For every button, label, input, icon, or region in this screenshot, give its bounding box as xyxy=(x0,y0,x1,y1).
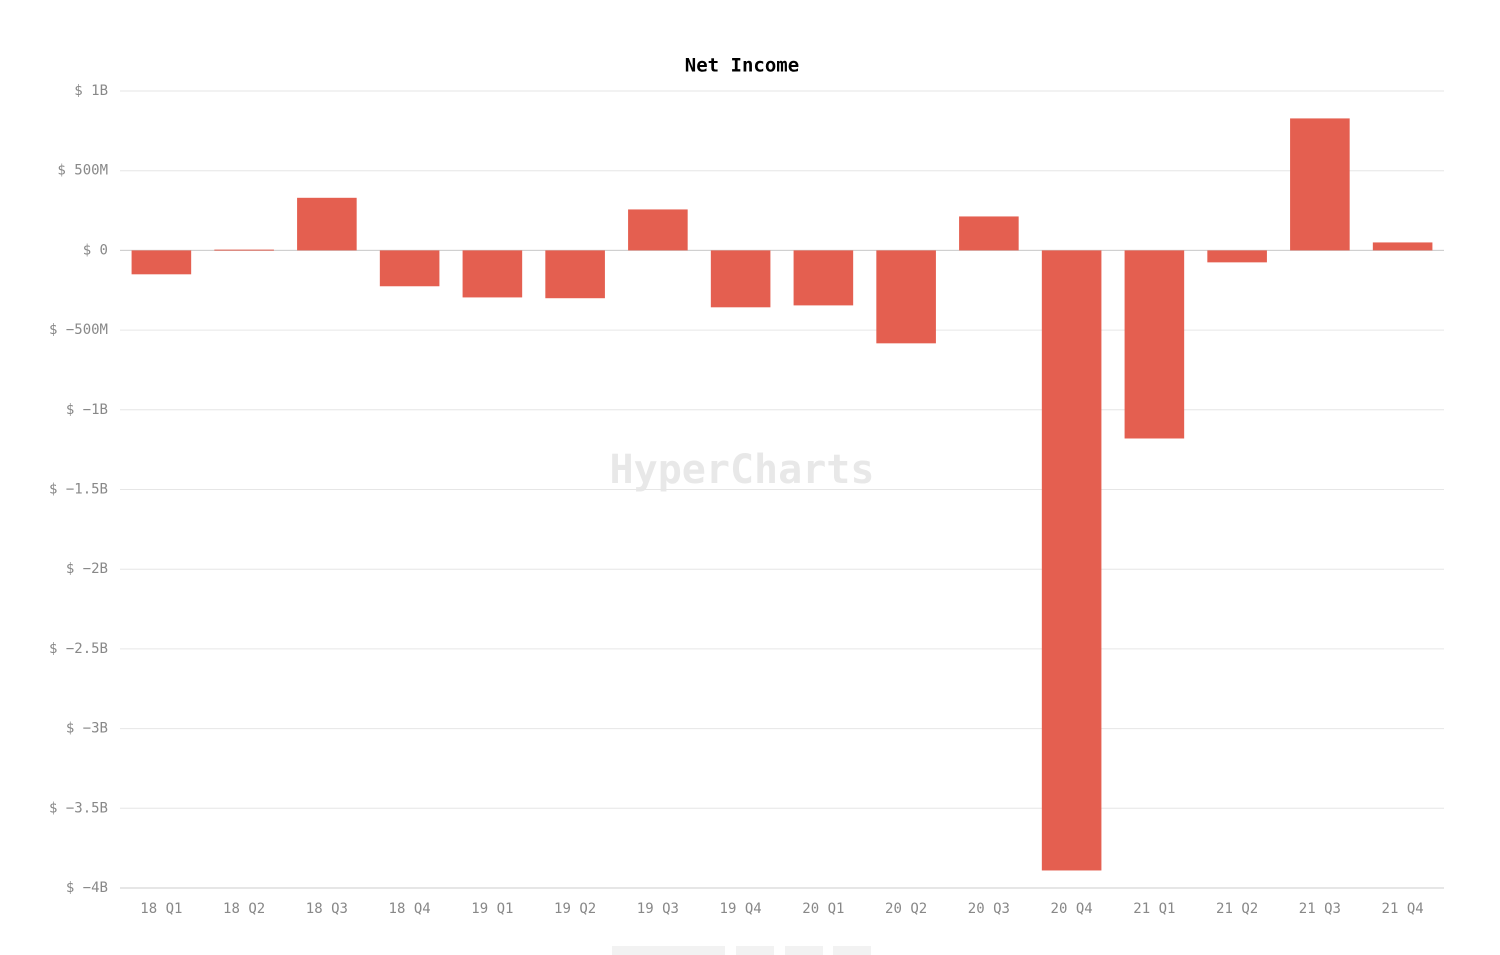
x-tick-label: 20 Q1 xyxy=(802,901,844,917)
bar xyxy=(297,197,357,251)
chart-title: Net Income xyxy=(685,55,799,77)
x-tick-label: 18 Q2 xyxy=(223,901,265,917)
bar xyxy=(710,250,771,308)
bar xyxy=(959,216,1019,251)
toolbar-button[interactable] xyxy=(833,946,871,955)
bar xyxy=(628,209,688,251)
y-tick-label: $ 0 xyxy=(83,242,108,258)
y-tick-label: $ −3B xyxy=(66,721,108,737)
x-tick-label: 20 Q3 xyxy=(968,901,1010,917)
x-tick-label: 18 Q1 xyxy=(140,901,182,917)
x-tick-label: 19 Q2 xyxy=(554,901,596,917)
y-tick-label: $ −500M xyxy=(49,322,108,338)
x-tick-label: 19 Q3 xyxy=(637,901,679,917)
x-tick-label: 20 Q4 xyxy=(1051,901,1093,917)
x-tick-label: 19 Q4 xyxy=(720,901,762,917)
bar xyxy=(793,250,854,306)
bar xyxy=(1290,118,1350,251)
toolbar-button[interactable] xyxy=(785,946,823,955)
x-tick-label: 18 Q4 xyxy=(389,901,431,917)
toolbar-button[interactable] xyxy=(736,946,774,955)
toolbar-button[interactable] xyxy=(612,946,725,955)
bar xyxy=(462,250,523,298)
bar xyxy=(1124,250,1185,439)
y-tick-label: $ −1B xyxy=(66,402,108,418)
bar xyxy=(1207,250,1267,263)
bar xyxy=(545,250,605,299)
bar xyxy=(1041,250,1102,871)
y-tick-label: $ 500M xyxy=(57,163,108,179)
x-tick-label: 21 Q1 xyxy=(1133,901,1175,917)
y-tick-label: $ 1B xyxy=(74,83,108,99)
y-tick-label: $ −1.5B xyxy=(49,482,108,498)
bar xyxy=(131,250,192,275)
bar xyxy=(876,250,936,344)
x-tick-label: 21 Q3 xyxy=(1299,901,1341,917)
y-tick-label: $ −3.5B xyxy=(49,800,108,816)
x-tick-label: 21 Q4 xyxy=(1382,901,1424,917)
y-tick-label: $ −4B xyxy=(66,880,108,896)
x-tick-label: 20 Q2 xyxy=(885,901,927,917)
y-tick-label: $ −2.5B xyxy=(49,641,108,657)
bar xyxy=(1372,242,1433,251)
x-tick-label: 21 Q2 xyxy=(1216,901,1258,917)
y-tick-label: $ −2B xyxy=(66,561,108,577)
bar xyxy=(214,249,274,251)
watermark: HyperCharts xyxy=(610,447,875,493)
x-tick-label: 18 Q3 xyxy=(306,901,348,917)
bar xyxy=(379,250,440,287)
x-tick-label: 19 Q1 xyxy=(471,901,513,917)
